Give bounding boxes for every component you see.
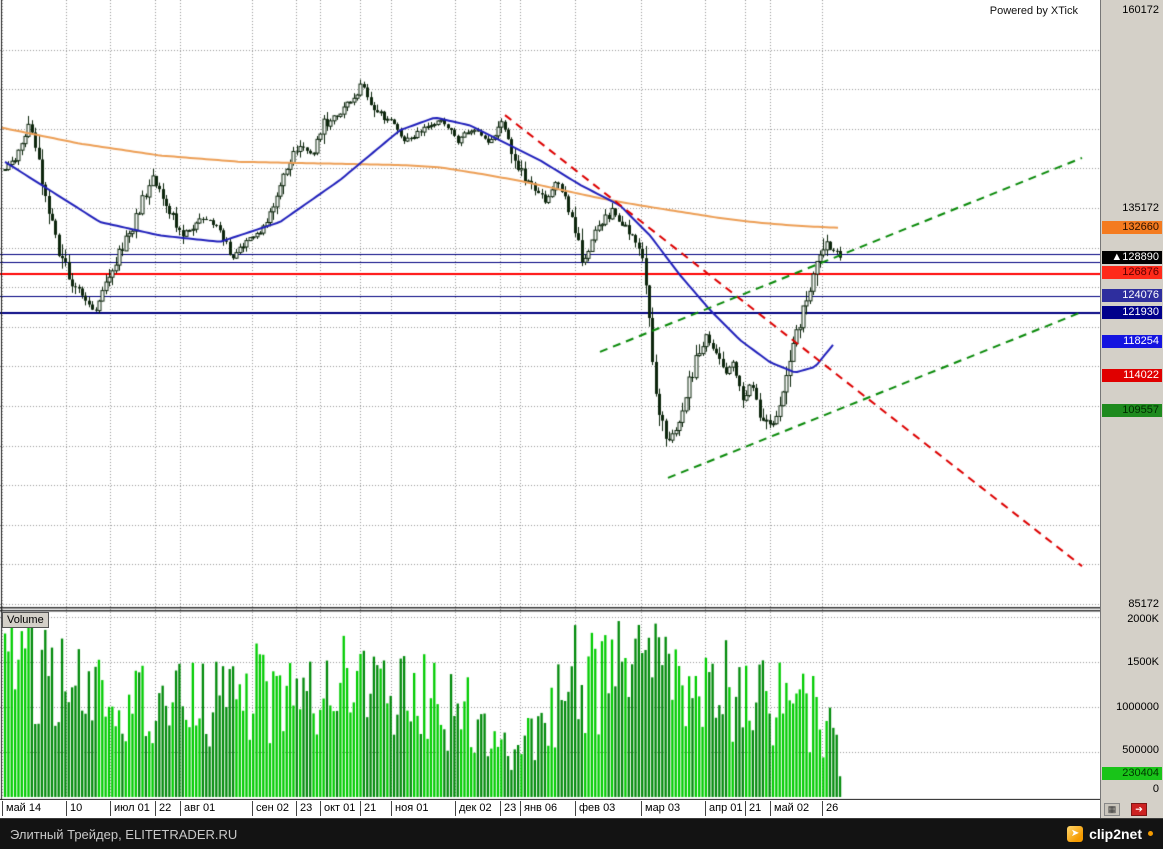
time-tick-14: мар 03 <box>641 801 680 816</box>
price-volume-chart-canvas[interactable] <box>0 0 1100 800</box>
level-tag-124076[interactable]: 124076 <box>1102 289 1162 302</box>
price-axis-panel[interactable]: ▦ ➔ 160172 135172 85172 2000K 1500K 1000000 50… <box>1100 0 1163 818</box>
axis-label-1500K: 1500K <box>1127 656 1159 668</box>
time-tick-11: 23 <box>500 801 516 816</box>
time-axis[interactable]: май 14 10 июл 01 22 авг 01 сен 02 23 окт 01 21 но… <box>0 800 1100 818</box>
clip2net-text: clip2net <box>1089 826 1142 842</box>
time-tick-13: фев 03 <box>575 801 615 816</box>
branding-text: Элитный Трейдер, ELITETRADER.RU <box>10 826 238 842</box>
time-tick-16: 21 <box>745 801 761 816</box>
level-tag-109557[interactable]: 109557 <box>1102 404 1162 417</box>
time-tick-6: 23 <box>296 801 312 816</box>
time-tick-8: 21 <box>360 801 376 816</box>
time-tick-4: авг 01 <box>180 801 215 816</box>
level-tag-121930[interactable]: 121930 <box>1102 306 1162 319</box>
axis-label-2000K: 2000K <box>1127 613 1159 625</box>
axis-label-0: 0 <box>1152 783 1159 795</box>
scroll-to-end-button[interactable]: ➔ <box>1131 803 1147 816</box>
last-price-tag[interactable]: ▲128890 <box>1102 251 1162 264</box>
level-tag-118254[interactable]: 118254 <box>1102 335 1162 348</box>
time-tick-3: 22 <box>155 801 171 816</box>
time-tick-1: 10 <box>66 801 82 816</box>
axis-label-1000000: 1000000 <box>1116 701 1159 713</box>
chart-area: Powered by XTick Volume май 14 10 июл 01 22… <box>0 0 1100 818</box>
clip2net-arrow-icon: ➤ <box>1067 826 1084 842</box>
chart-properties-button[interactable]: ▦ <box>1104 803 1120 816</box>
status-bar: Элитный Трейдер, ELITETRADER.RU ➤ clip2n… <box>0 818 1163 849</box>
clip2net-dot-icon <box>1148 831 1153 836</box>
ma-slow-value-tag[interactable]: 132660 <box>1102 221 1162 234</box>
last-volume-tag[interactable]: 230404 <box>1102 767 1162 780</box>
axis-label-500000: 500000 <box>1122 744 1159 756</box>
time-tick-2: июл 01 <box>110 801 150 816</box>
volume-pane-label[interactable]: Volume <box>2 612 49 628</box>
clip2net-logo[interactable]: ➤ clip2net <box>1067 826 1153 842</box>
time-tick-5: сен 02 <box>252 801 289 816</box>
time-tick-15: апр 01 <box>705 801 742 816</box>
level-tag-126876[interactable]: 126876 <box>1102 266 1162 279</box>
time-tick-18: 26 <box>822 801 838 816</box>
time-tick-9: ноя 01 <box>391 801 428 816</box>
level-tag-114022[interactable]: 114022 <box>1102 369 1162 382</box>
time-tick-0: май 14 <box>2 801 41 816</box>
axis-label-85172: 85172 <box>1128 598 1159 610</box>
axis-label-135172: 135172 <box>1122 202 1159 214</box>
time-tick-12: янв 06 <box>520 801 557 816</box>
time-tick-17: май 02 <box>770 801 809 816</box>
powered-by-label: Powered by XTick <box>989 5 1078 17</box>
time-tick-10: дек 02 <box>455 801 492 816</box>
axis-label-160172: 160172 <box>1122 4 1159 16</box>
axis-corner-buttons: ▦ ➔ <box>1104 803 1147 816</box>
time-tick-7: окт 01 <box>320 801 355 816</box>
